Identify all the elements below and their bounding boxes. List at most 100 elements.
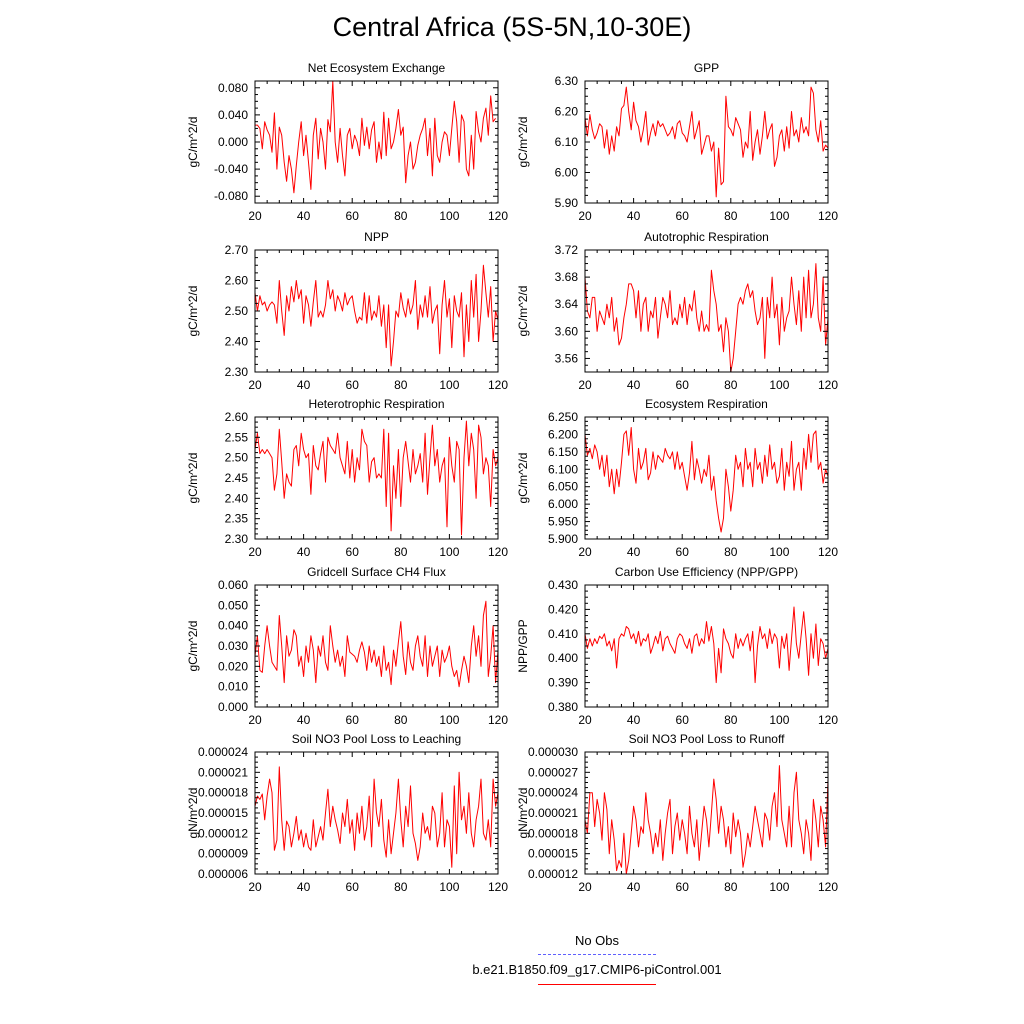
x-tick-label: 40 bbox=[297, 545, 311, 559]
figure-title: Central Africa (5S-5N,10-30E) bbox=[332, 12, 692, 42]
x-tick-label: 20 bbox=[248, 209, 262, 223]
plot-frame bbox=[254, 249, 499, 373]
y-axis-label: gN/m^2/d bbox=[186, 788, 200, 839]
x-tick-label: 120 bbox=[818, 209, 838, 223]
x-tick-label: 60 bbox=[676, 545, 690, 559]
y-tick-label: 0.040 bbox=[218, 108, 248, 122]
panel-title: Soil NO3 Pool Loss to Leaching bbox=[292, 732, 461, 746]
series-line bbox=[584, 86, 829, 198]
y-tick-label: 0.050 bbox=[218, 598, 248, 612]
y-tick-label: 2.30 bbox=[225, 365, 249, 379]
y-tick-label: 0.000024 bbox=[198, 745, 248, 759]
series-line bbox=[584, 263, 829, 373]
x-tick-label: 80 bbox=[394, 713, 408, 727]
y-tick-label: 0.040 bbox=[218, 619, 248, 633]
y-tick-label: 0.010 bbox=[218, 680, 248, 694]
y-tick-label: 2.45 bbox=[225, 471, 249, 485]
y-axis-label: gC/m^2/d bbox=[516, 286, 530, 337]
x-tick-label: 80 bbox=[724, 378, 738, 392]
x-tick-label: 80 bbox=[394, 378, 408, 392]
legend-model-line bbox=[538, 984, 656, 985]
panel-title: Carbon Use Efficiency (NPP/GPP) bbox=[615, 565, 798, 579]
legend-obs-label: No Obs bbox=[574, 933, 620, 948]
x-tick-label: 120 bbox=[818, 713, 838, 727]
y-tick-label: 6.30 bbox=[555, 74, 579, 88]
x-tick-label: 80 bbox=[724, 713, 738, 727]
y-tick-label: 0.000 bbox=[218, 700, 248, 714]
panel-9: Soil NO3 Pool Loss to Leaching gN/m^2/d 20… bbox=[186, 732, 508, 894]
y-tick-label: 0.020 bbox=[218, 659, 248, 673]
panel-10: Soil NO3 Pool Loss to Runoff gN/m^2/d 20 40… bbox=[516, 732, 838, 894]
y-axis-label: gC/m^2/d bbox=[516, 453, 530, 504]
plot-frame bbox=[584, 751, 829, 875]
y-tick-label: 0.430 bbox=[548, 578, 578, 592]
y-tick-label: 0.410 bbox=[548, 627, 578, 641]
panel-7: Gridcell Surface CH4 Flux gC/m^2/d 20 40 60 8… bbox=[186, 565, 508, 727]
y-tick-label: 3.68 bbox=[555, 270, 579, 284]
y-tick-label: 2.55 bbox=[225, 430, 249, 444]
x-tick-label: 100 bbox=[769, 880, 789, 894]
y-tick-label: 2.30 bbox=[225, 532, 249, 546]
x-tick-label: 20 bbox=[578, 713, 592, 727]
series-line bbox=[254, 264, 499, 367]
panel-title: Autotrophic Respiration bbox=[644, 230, 769, 244]
y-tick-label: 6.20 bbox=[555, 105, 579, 119]
panel-8: Carbon Use Efficiency (NPP/GPP) NPP/GPP 20… bbox=[516, 565, 838, 727]
x-tick-label: 40 bbox=[627, 545, 641, 559]
panel-title: Soil NO3 Pool Loss to Runoff bbox=[629, 732, 786, 746]
x-tick-label: 20 bbox=[248, 713, 262, 727]
y-tick-label: 6.000 bbox=[548, 497, 578, 511]
x-tick-label: 80 bbox=[394, 880, 408, 894]
y-axis-label: gC/m^2/d bbox=[186, 453, 200, 504]
x-tick-label: 60 bbox=[676, 378, 690, 392]
y-tick-label: -0.080 bbox=[214, 189, 248, 203]
x-tick-label: 60 bbox=[676, 880, 690, 894]
x-tick-label: 40 bbox=[297, 713, 311, 727]
series-line bbox=[255, 80, 497, 194]
panel-5: Heterotrophic Respiration gC/m^2/d 20 40 60 8… bbox=[186, 397, 508, 559]
y-tick-label: 0.000021 bbox=[198, 765, 248, 779]
x-tick-label: 20 bbox=[578, 545, 592, 559]
y-tick-label: 2.70 bbox=[225, 243, 249, 257]
x-tick-label: 20 bbox=[578, 880, 592, 894]
x-tick-label: 120 bbox=[488, 545, 508, 559]
y-axis-label: NPP/GPP bbox=[516, 619, 530, 672]
y-tick-label: 0.030 bbox=[218, 639, 248, 653]
y-tick-label: 3.72 bbox=[555, 243, 579, 257]
plot-frame bbox=[584, 416, 829, 540]
x-tick-label: 60 bbox=[676, 209, 690, 223]
y-tick-label: 3.64 bbox=[555, 297, 579, 311]
y-tick-label: 0.390 bbox=[548, 676, 578, 690]
x-tick-label: 120 bbox=[818, 880, 838, 894]
panel-1: Net Ecosystem Exchange gC/m^2/d 20 40 60 80 10… bbox=[186, 61, 508, 223]
y-tick-label: 5.950 bbox=[548, 515, 578, 529]
x-tick-label: 60 bbox=[346, 880, 360, 894]
panel-title: NPP bbox=[364, 230, 389, 244]
x-tick-label: 120 bbox=[488, 378, 508, 392]
y-tick-label: 0.000015 bbox=[198, 806, 248, 820]
x-tick-label: 60 bbox=[346, 545, 360, 559]
y-tick-label: 0.400 bbox=[548, 651, 578, 665]
x-tick-label: 100 bbox=[769, 378, 789, 392]
plot-frame bbox=[254, 80, 499, 204]
x-tick-label: 120 bbox=[488, 880, 508, 894]
y-tick-label: 5.90 bbox=[555, 196, 579, 210]
y-tick-label: 6.200 bbox=[548, 427, 578, 441]
panel-title: Heterotrophic Respiration bbox=[308, 397, 444, 411]
x-tick-label: 60 bbox=[676, 713, 690, 727]
x-tick-label: 120 bbox=[488, 713, 508, 727]
y-tick-label: 0.060 bbox=[218, 578, 248, 592]
y-tick-label: 0.000015 bbox=[528, 847, 578, 861]
y-tick-label: 0.080 bbox=[218, 81, 248, 95]
x-tick-label: 40 bbox=[297, 378, 311, 392]
x-tick-label: 100 bbox=[769, 713, 789, 727]
y-tick-label: 0.000024 bbox=[528, 786, 578, 800]
y-tick-label: 6.150 bbox=[548, 445, 578, 459]
y-tick-label: 0.000018 bbox=[198, 786, 248, 800]
plot-frame bbox=[584, 80, 829, 204]
y-tick-label: 6.10 bbox=[555, 135, 579, 149]
y-tick-label: 6.100 bbox=[548, 462, 578, 476]
panel-title: GPP bbox=[694, 61, 719, 75]
y-tick-label: 2.50 bbox=[225, 304, 249, 318]
